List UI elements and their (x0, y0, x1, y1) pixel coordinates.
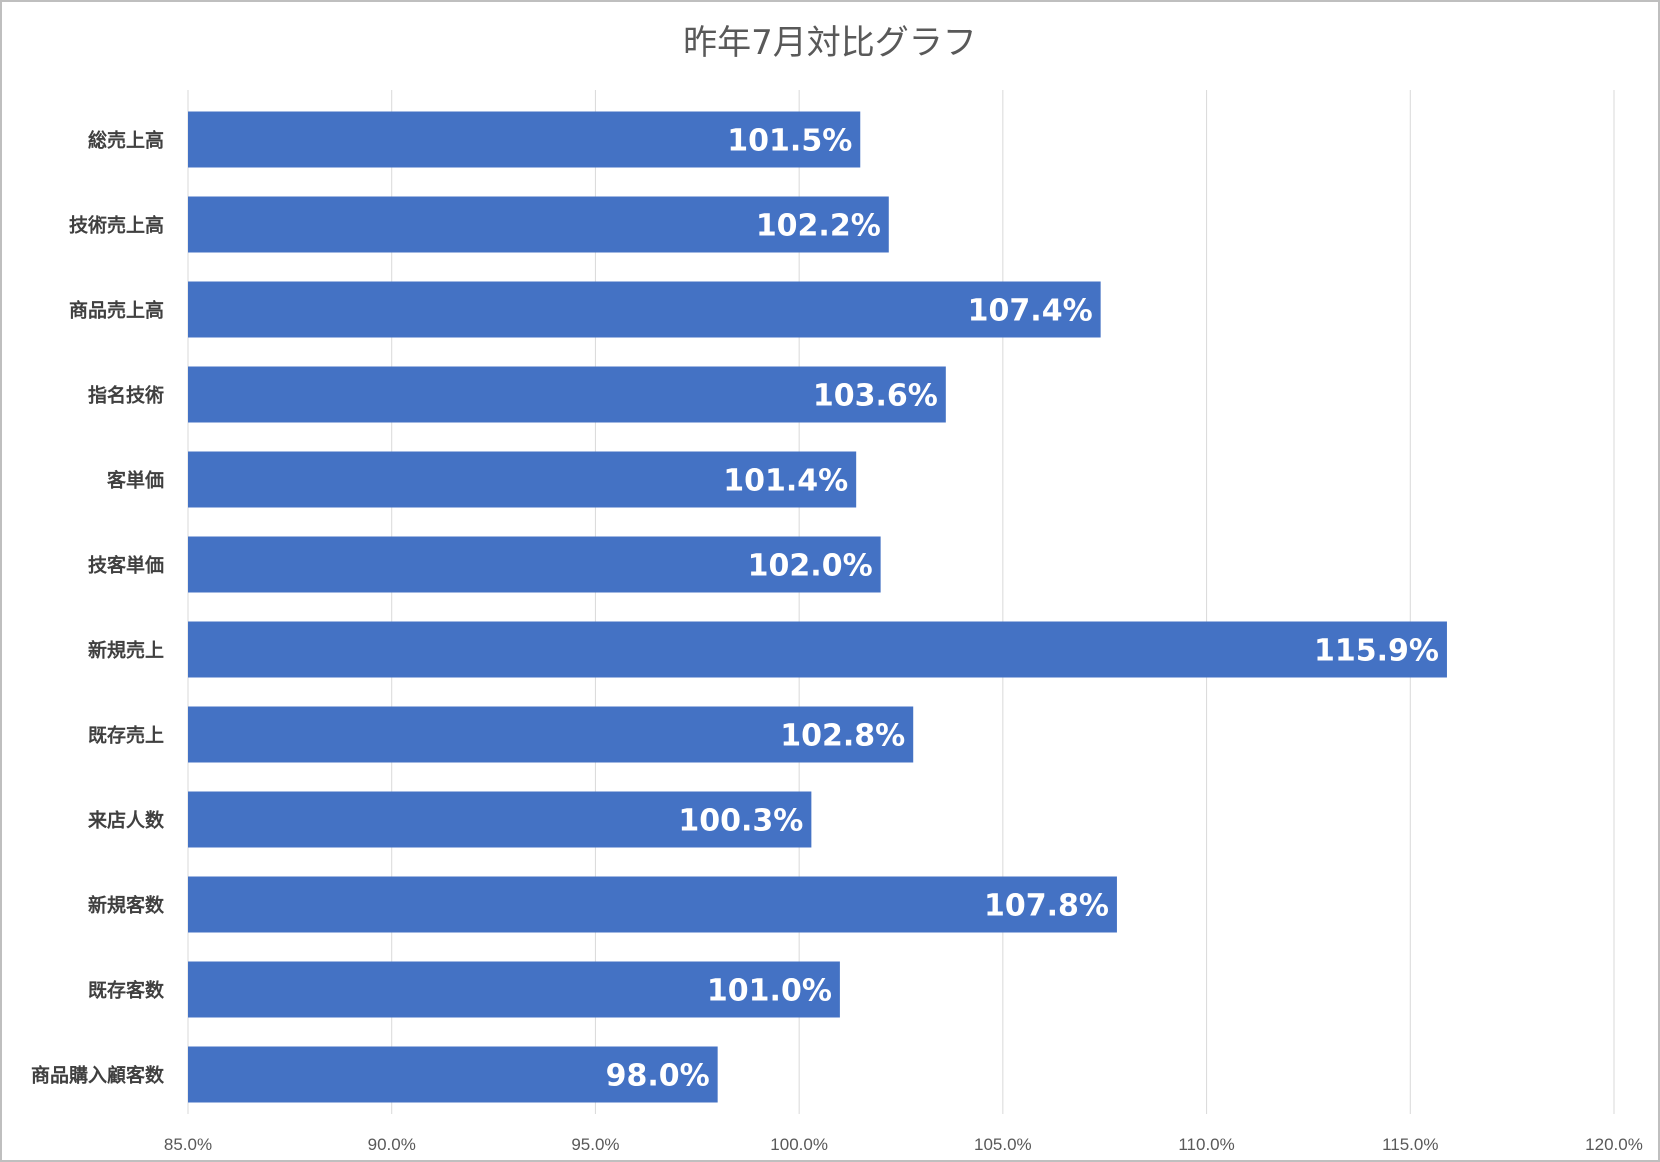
bar (188, 111, 861, 168)
x-tick-label: 85.0% (164, 1135, 212, 1154)
bar (188, 451, 857, 508)
data-label: 102.8% (780, 719, 905, 754)
bar (188, 366, 946, 423)
bar (188, 876, 1117, 933)
data-label: 103.6% (813, 379, 938, 414)
category-label: 商品購入顧客数 (31, 1064, 165, 1087)
category-label: 指名技術 (88, 384, 164, 407)
x-tick-label: 100.0% (770, 1135, 828, 1154)
x-axis-tick-labels: 85.0% 90.0% 95.0% 100.0% 105.0% 110.0% 115.0% 1… (164, 1135, 1643, 1154)
x-tick-label: 95.0% (571, 1135, 619, 1154)
category-label: 新規売上 (88, 639, 164, 662)
bar (188, 281, 1101, 338)
category-label: 商品売上高 (69, 299, 164, 322)
category-labels: 総売上高技術売上高商品売上高指名技術客単価技客単価新規売上既存売上来店人数新規客… (31, 129, 165, 1087)
category-label: 既存客数 (88, 979, 165, 1002)
bar (188, 961, 840, 1018)
data-label: 115.9% (1314, 634, 1439, 669)
bar (188, 621, 1447, 678)
category-label: 技客単価 (88, 554, 164, 577)
category-label: 技術売上高 (69, 214, 164, 237)
data-label: 101.5% (727, 124, 852, 159)
bar (188, 706, 914, 763)
category-label: 来店人数 (88, 809, 165, 832)
bar (188, 1046, 718, 1103)
bar (188, 791, 812, 848)
data-label: 102.2% (756, 209, 881, 244)
data-label: 101.0% (707, 974, 832, 1009)
bar (188, 196, 889, 253)
data-label: 107.8% (984, 889, 1109, 924)
x-tick-label: 105.0% (974, 1135, 1032, 1154)
x-tick-label: 120.0% (1585, 1135, 1643, 1154)
data-labels: 101.5% 102.2% 107.4% 103.6% 101.4% 102.0% 115.… (606, 124, 1439, 1094)
data-label: 100.3% (678, 804, 803, 839)
x-tick-label: 110.0% (1178, 1135, 1234, 1154)
data-label: 107.4% (968, 294, 1093, 329)
data-label: 101.4% (723, 464, 848, 499)
bar (188, 536, 881, 593)
category-label: 総売上高 (88, 129, 164, 152)
chart-title: 昨年7月対比グラフ (683, 23, 977, 63)
data-label: 102.0% (748, 549, 873, 584)
gridlines (187, 90, 1615, 1114)
category-label: 新規客数 (88, 894, 165, 917)
category-label: 既存売上 (88, 724, 164, 747)
x-tick-label: 115.0% (1382, 1135, 1438, 1154)
data-label: 98.0% (606, 1059, 710, 1094)
bars (188, 111, 1447, 1103)
category-label: 客単価 (107, 469, 164, 492)
x-tick-label: 90.0% (368, 1135, 416, 1154)
